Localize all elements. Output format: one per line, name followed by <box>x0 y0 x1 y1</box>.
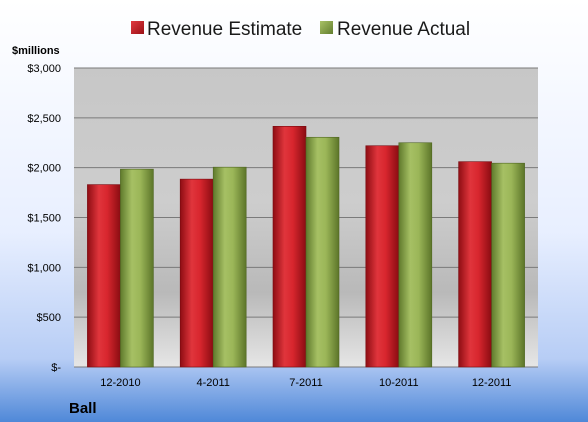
bars <box>87 126 525 368</box>
x-tick-label: 10-2011 <box>379 377 419 389</box>
bar-revenue-actual <box>305 136 340 368</box>
bar-revenue-actual <box>212 166 247 368</box>
x-tick-label: 12-2011 <box>472 377 512 389</box>
bar-revenue-actual <box>491 162 525 368</box>
y-tick-label: $3,000 <box>27 63 61 75</box>
bar-revenue-estimate <box>179 178 214 368</box>
bar-revenue-estimate <box>458 161 492 368</box>
bar-revenue-actual <box>398 142 433 368</box>
x-axis-ticks: 12-2010 4-2011 7-2011 10-2011 12-2011 <box>100 377 511 389</box>
x-tick-label: 12-2010 <box>100 377 140 389</box>
legend-label-estimate: Revenue Estimate <box>147 19 302 40</box>
y-tick-label: $500 <box>37 312 61 324</box>
bar-revenue-actual <box>120 168 154 368</box>
company-label: Ball <box>69 400 97 417</box>
y-tick-label: $2,500 <box>27 113 61 125</box>
x-tick-label: 7-2011 <box>289 377 322 389</box>
y-axis-ticks: $- $500 $1,000 $1,500 $2,000 $2,500 $3,000 <box>27 63 61 374</box>
bar-revenue-estimate <box>365 145 400 368</box>
legend-swatch-actual <box>320 21 333 34</box>
legend-label-actual: Revenue Actual <box>337 19 470 40</box>
y-tick-label: $2,000 <box>27 163 61 175</box>
y-tick-label: $1,500 <box>27 213 61 225</box>
y-tick-label: $1,000 <box>27 262 61 274</box>
y-tick-label: $- <box>51 362 61 374</box>
x-tick-label: 4-2011 <box>196 377 229 389</box>
bar-revenue-estimate <box>272 126 307 368</box>
legend: Revenue Estimate Revenue Actual <box>131 19 470 40</box>
legend-swatch-estimate <box>131 21 144 34</box>
bar-revenue-estimate <box>87 184 121 368</box>
y-axis-unit-label: $millions <box>12 45 60 57</box>
